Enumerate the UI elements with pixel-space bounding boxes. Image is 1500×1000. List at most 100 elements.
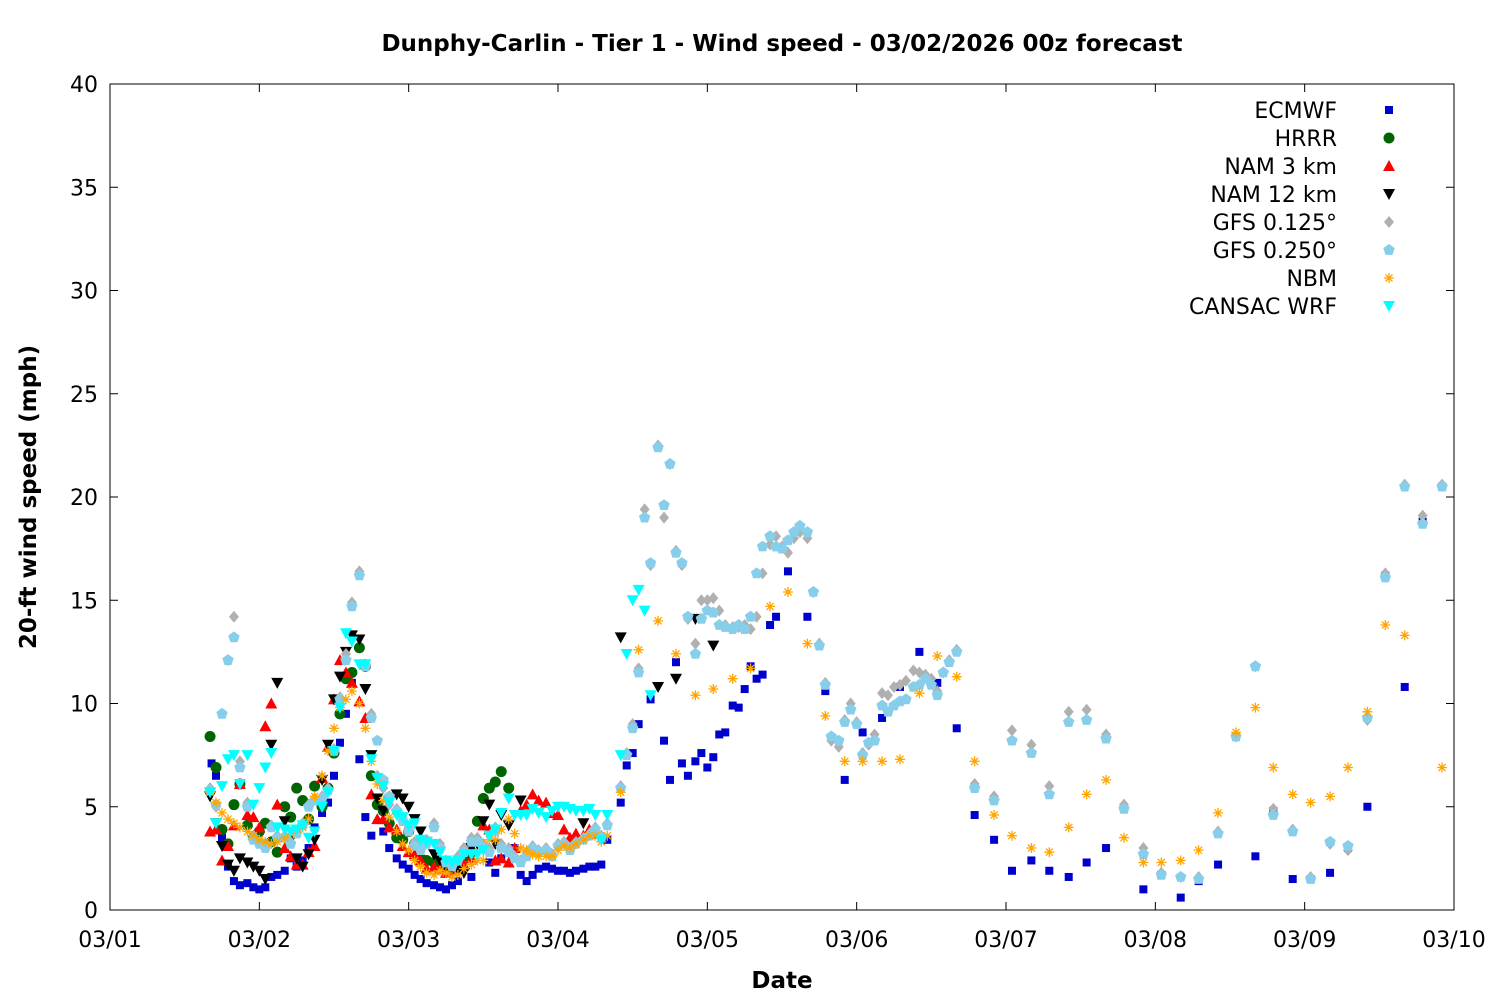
data-point-nbm <box>745 663 756 674</box>
legend-marker-nbm <box>1384 273 1394 283</box>
data-point-ecmwf <box>634 720 643 729</box>
data-point-nbm <box>1305 797 1316 808</box>
data-point-ecmwf <box>660 736 669 745</box>
data-point-ecmwf <box>280 866 289 875</box>
data-point-cansac-wrf <box>322 787 335 799</box>
data-point-nbm <box>309 791 320 802</box>
x-tick-label: 03/10 <box>1422 928 1485 953</box>
data-point-nbm <box>503 814 514 825</box>
data-point-gfs-0-250 <box>764 530 776 542</box>
data-point-gfs-0-250 <box>503 846 515 857</box>
data-point-cansac-wrf <box>638 605 651 617</box>
data-point-nbm <box>447 872 457 882</box>
data-point-nam-3-km <box>377 813 390 825</box>
data-point-cansac-wrf <box>601 810 614 822</box>
data-point-ecmwf <box>361 813 370 822</box>
data-point-nam-3-km <box>552 809 564 821</box>
data-point-nbm <box>1287 789 1298 800</box>
data-point-nbm <box>242 826 253 837</box>
data-point-gfs-0-250 <box>951 645 963 657</box>
data-point-gfs-0-250 <box>1399 480 1411 492</box>
data-point-ecmwf <box>709 753 718 762</box>
data-point-cansac-wrf <box>495 807 508 819</box>
legend-marker-hrrr <box>1383 132 1395 144</box>
x-axis: 03/01 03/02 03/03 03/04 03/05 03/06 03/07 03/08… <box>78 84 1486 953</box>
data-point-nbm <box>248 830 259 841</box>
data-point-ecmwf <box>436 883 445 892</box>
x-tick-label: 03/07 <box>974 928 1037 953</box>
data-point-nam-12-km <box>402 801 415 813</box>
data-point-ecmwf <box>721 728 730 737</box>
data-point-nam-12-km <box>477 816 490 828</box>
x-tick-label: 03/01 <box>78 928 141 953</box>
data-point-cansac-wrf <box>221 754 234 766</box>
data-point-gfs-0-250 <box>371 734 383 746</box>
data-point-nam-3-km <box>221 839 234 851</box>
data-point-cansac-wrf <box>526 803 539 815</box>
data-point-cansac-wrf <box>477 845 490 857</box>
series-gfs-0-250 <box>204 441 1448 884</box>
data-point-ecmwf <box>273 870 282 879</box>
data-point-nbm <box>397 838 408 849</box>
y-axis-title: 20-ft wind speed (mph) <box>16 345 42 649</box>
data-point-cansac-wrf <box>502 793 515 805</box>
data-point-nam-12-km <box>483 799 496 811</box>
data-point-nbm <box>527 849 538 860</box>
data-point-hrrr <box>204 731 216 743</box>
data-point-gfs-0-125 <box>1081 703 1092 716</box>
x-tick-label: 03/06 <box>825 928 888 953</box>
y-tick-label: 40 <box>70 73 98 98</box>
data-point-cansac-wrf <box>595 834 608 846</box>
y-axis: 0 5 10 15 20 25 30 35 40 <box>70 73 1454 924</box>
data-point-ecmwf <box>616 798 625 807</box>
data-point-ecmwf <box>671 658 680 667</box>
data-point-nbm <box>490 834 501 845</box>
data-point-ecmwf <box>324 798 333 807</box>
data-point-gfs-0-125 <box>1063 705 1074 718</box>
data-point-gfs-0-250 <box>1379 571 1391 583</box>
data-point-gfs-0-250 <box>428 821 440 833</box>
data-point-gfs-0-250 <box>1267 809 1279 820</box>
data-point-gfs-0-250 <box>988 794 1000 806</box>
data-point-hrrr <box>228 799 240 811</box>
data-point-nbm <box>472 855 483 866</box>
data-point-ecmwf <box>212 771 221 780</box>
data-point-nbm <box>303 814 314 825</box>
data-point-hrrr <box>271 846 283 858</box>
data-point-ecmwf <box>878 713 887 722</box>
data-point-nbm <box>478 855 489 866</box>
data-point-hrrr <box>309 780 321 792</box>
data-point-ecmwf <box>1400 682 1409 691</box>
data-point-ecmwf <box>1045 866 1054 875</box>
data-point-ecmwf <box>318 808 327 817</box>
data-point-nbm <box>877 756 888 767</box>
y-tick-label: 15 <box>70 589 98 614</box>
data-point-nbm <box>329 723 339 734</box>
data-point-gfs-0-250 <box>471 835 484 847</box>
data-point-nbm <box>521 845 532 856</box>
data-point-nbm <box>452 869 463 880</box>
data-point-cansac-wrf <box>339 628 352 640</box>
data-point-nbm <box>515 843 526 853</box>
data-point-nam-12-km <box>271 677 284 689</box>
data-point-ecmwf <box>1251 852 1260 861</box>
data-point-ecmwf <box>467 872 476 881</box>
data-point-nam-3-km <box>265 697 278 709</box>
data-point-gfs-0-250 <box>868 734 881 746</box>
data-point-ecmwf <box>1082 858 1091 867</box>
data-point-ecmwf <box>970 811 979 820</box>
data-point-nbm <box>1343 762 1353 773</box>
data-point-nbm <box>727 673 738 684</box>
data-point-ecmwf <box>758 670 767 679</box>
data-point-cansac-wrf <box>383 797 396 809</box>
legend-marker-nam-3-km <box>1383 160 1395 171</box>
data-point-gfs-0-250 <box>943 656 955 668</box>
data-point-ecmwf <box>416 875 425 884</box>
data-point-gfs-0-250 <box>1155 868 1167 880</box>
data-point-ecmwf <box>728 701 737 710</box>
series-cansac-wrf <box>204 584 657 869</box>
data-point-cansac-wrf <box>253 783 266 795</box>
data-point-gfs-0-125 <box>1006 724 1017 737</box>
data-point-nbm <box>570 838 581 849</box>
data-point-nbm <box>653 615 664 626</box>
